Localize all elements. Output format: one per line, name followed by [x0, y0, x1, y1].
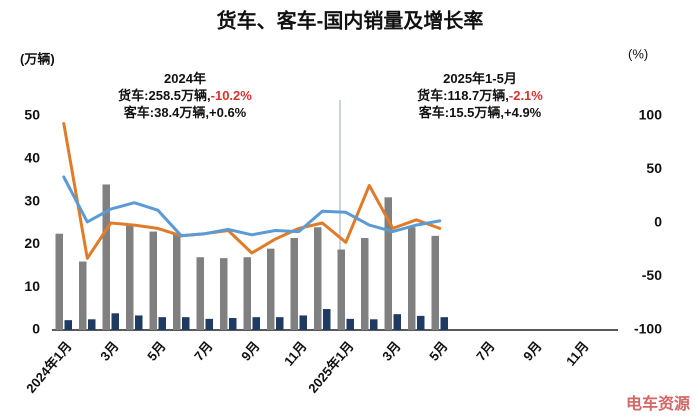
y-tick-label: 30: [24, 192, 40, 208]
y-tick-label: 20: [24, 235, 40, 251]
y2-tick-label: 100: [639, 107, 663, 123]
bar: [220, 258, 228, 330]
bar: [88, 319, 96, 330]
bar: [314, 227, 322, 330]
bar: [440, 317, 448, 330]
bar: [252, 317, 260, 330]
line: [62, 122, 442, 260]
bar: [158, 317, 166, 330]
y-tick-label: 10: [24, 278, 40, 294]
bar: [111, 313, 119, 330]
watermark: 电车资源: [626, 394, 690, 413]
annotation-part: 客车:38.4万辆,+0.6%: [124, 105, 247, 120]
x-tick-label: 9月: [238, 338, 262, 363]
y-axis-unit: (万辆): [20, 51, 55, 66]
bar: [55, 233, 63, 330]
bar: [361, 237, 369, 330]
chart-title: 货车、客车-国内销量及增长率: [217, 8, 484, 32]
annotation-part: 货车:258.5万辆,: [118, 88, 210, 103]
bar: [337, 249, 345, 330]
bar: [431, 235, 439, 330]
x-tick-label: 7月: [473, 338, 497, 363]
annotation: 货车:118.7万辆,-2.1%: [417, 88, 543, 103]
annotation: 2025年1-5月: [443, 71, 517, 86]
annotation-part: -10.2%: [211, 88, 253, 103]
bar: [370, 319, 378, 330]
y2-axis-unit: (%): [628, 46, 648, 61]
x-tick-label: 11月: [281, 338, 310, 368]
bar: [229, 318, 237, 330]
annotation-part: -2.1%: [509, 88, 543, 103]
bar: [267, 248, 275, 330]
y-tick-label: 0: [32, 321, 40, 337]
annotation-part: 2024年: [164, 71, 206, 86]
bar: [290, 237, 298, 330]
x-tick-label: 3月: [379, 338, 403, 363]
y-tick-label: 40: [24, 150, 40, 166]
y2-tick-label: 0: [654, 214, 662, 230]
bar: [173, 233, 181, 330]
bar: [276, 317, 284, 330]
annotation: 2024年: [164, 71, 206, 86]
x-tick-label: 5月: [144, 338, 168, 363]
x-tick-label: 2025年1月: [305, 338, 356, 395]
y2-tick-label: 50: [646, 160, 662, 176]
annotation: 客车:38.4万辆,+0.6%: [124, 105, 247, 120]
bar: [393, 314, 401, 330]
bar: [243, 257, 251, 330]
line: [62, 175, 442, 238]
bar: [408, 227, 416, 330]
annotation-part: 客车:15.5万辆,+4.9%: [419, 105, 542, 120]
y-tick-label: 50: [24, 107, 40, 123]
bar: [299, 315, 307, 330]
annotation-part: 2025年1-5月: [443, 71, 517, 86]
bar: [182, 317, 190, 330]
annotation: 客车:15.5万辆,+4.9%: [419, 105, 542, 120]
x-tick-label: 11月: [563, 338, 592, 368]
bar: [196, 257, 204, 330]
bar: [149, 231, 157, 330]
annotation: 货车:258.5万辆,-10.2%: [118, 88, 252, 103]
bar: [205, 318, 213, 330]
bar: [64, 320, 72, 330]
x-tick-label: 3月: [97, 338, 121, 363]
bar: [384, 197, 392, 330]
bar: [346, 318, 354, 330]
bar: [79, 261, 87, 330]
x-tick-label: 7月: [191, 338, 215, 363]
bar: [102, 184, 110, 330]
x-tick-label: 5月: [426, 338, 450, 363]
y2-tick-label: -100: [634, 321, 662, 337]
bar: [135, 315, 143, 330]
x-tick-label: 2024年1月: [23, 338, 74, 395]
bar: [323, 309, 331, 330]
annotation-part: 货车:118.7万辆,: [417, 88, 509, 103]
bar: [126, 225, 134, 330]
x-tick-label: 9月: [520, 338, 544, 363]
bar: [417, 315, 425, 330]
y2-tick-label: -50: [642, 267, 662, 283]
